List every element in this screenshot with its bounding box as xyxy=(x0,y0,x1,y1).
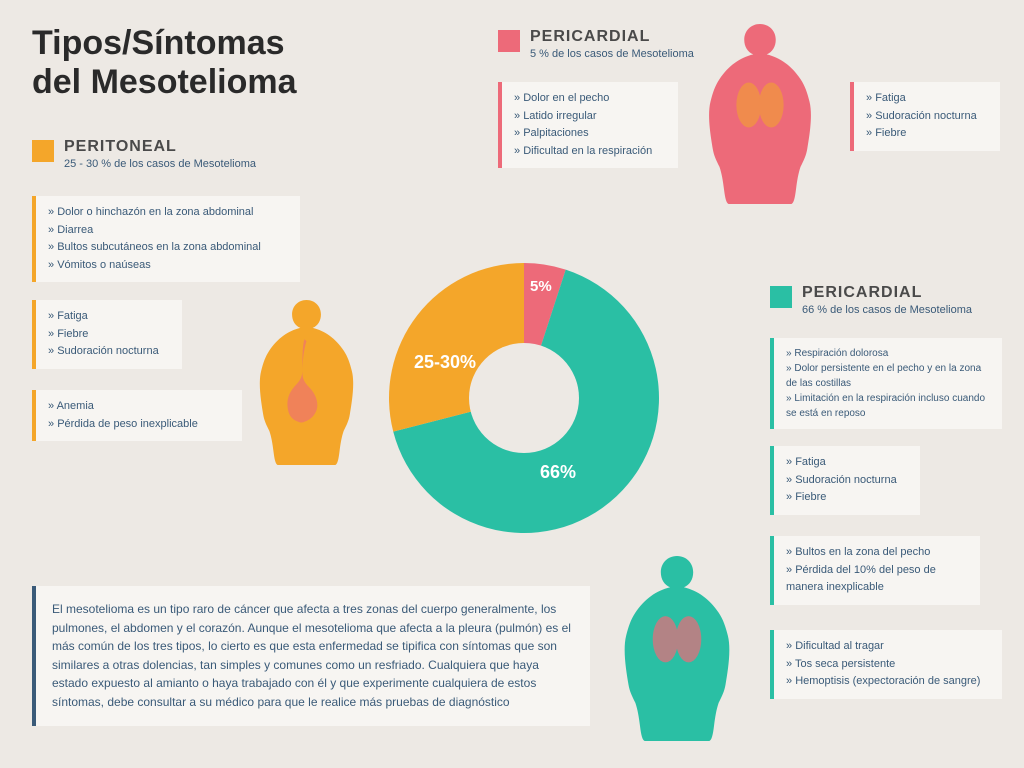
symptom-item: Fiebre xyxy=(48,326,168,344)
pericardial-right-torso-icon xyxy=(618,556,736,741)
peritoneal-sub: 25 - 30 % de los casos de Mesotelioma xyxy=(64,158,256,170)
pericardial-top-header: PERICARDIAL 5 % de los casos de Mesoteli… xyxy=(498,28,694,60)
pericardial-top-symptoms-1: Dolor en el pechoLatido irregularPalpita… xyxy=(498,82,678,168)
pericardial-right-header: PERICARDIAL 66 % de los casos de Mesotel… xyxy=(770,284,972,316)
pericardial-right-symptoms-1: Respiración dolorosaDolor persistente en… xyxy=(770,338,1002,429)
donut-chart xyxy=(384,258,664,538)
description-text: El mesotelioma es un tipo raro de cáncer… xyxy=(52,602,571,709)
symptom-item: Dolor en el pecho xyxy=(514,90,664,108)
symptom-item: Latido irregular xyxy=(514,108,664,126)
symptom-item: Hemoptisis (expectoración de sangre) xyxy=(786,673,988,691)
symptom-item: Dificultad al tragar xyxy=(786,638,988,656)
symptom-item: Respiración dolorosa xyxy=(786,346,988,361)
symptom-item: Pérdida de peso inexplicable xyxy=(48,416,228,434)
symptom-item: Palpitaciones xyxy=(514,125,664,143)
pericardial-right-symptoms-2: FatigaSudoración nocturnaFiebre xyxy=(770,446,920,515)
description-box: El mesotelioma es un tipo raro de cáncer… xyxy=(32,586,590,726)
symptom-item: Vómitos o naúseas xyxy=(48,257,286,275)
pericardial-top-swatch xyxy=(498,30,520,52)
symptom-item: Fiebre xyxy=(786,489,906,507)
symptom-item: Pérdida del 10% del peso de manera inexp… xyxy=(786,562,966,597)
title-line-2: del Mesotelioma xyxy=(32,63,297,101)
pericardial-right-symptoms-3: Bultos en la zona del pechoPérdida del 1… xyxy=(770,536,980,605)
pericardial-top-sub: 5 % de los casos de Mesotelioma xyxy=(530,48,694,60)
symptom-item: Bultos en la zona del pecho xyxy=(786,544,966,562)
symptom-item: Dolor persistente en el pecho y en la zo… xyxy=(786,361,988,391)
pericardial-top-symptoms-2: FatigaSudoración nocturnaFiebre xyxy=(850,82,1000,151)
symptom-item: Fatiga xyxy=(866,90,986,108)
symptom-item: Fatiga xyxy=(786,454,906,472)
peritoneal-symptoms-3: AnemiaPérdida de peso inexplicable xyxy=(32,390,242,441)
pericardial-right-sub: 66 % de los casos de Mesotelioma xyxy=(802,304,972,316)
symptom-item: Fiebre xyxy=(866,125,986,143)
symptom-item: Diarrea xyxy=(48,222,286,240)
donut-label-2530: 25-30% xyxy=(414,352,476,373)
pericardial-right-swatch xyxy=(770,286,792,308)
peritoneal-header: PERITONEAL 25 - 30 % de los casos de Mes… xyxy=(32,138,256,170)
symptom-item: Fatiga xyxy=(48,308,168,326)
peritoneal-title: PERITONEAL xyxy=(64,138,256,156)
page-title: Tipos/Síntomas del Mesotelioma xyxy=(32,24,297,102)
peritoneal-swatch xyxy=(32,140,54,162)
symptom-item: Dificultad en la respiración xyxy=(514,143,664,161)
symptom-item: Anemia xyxy=(48,398,228,416)
pericardial-top-title: PERICARDIAL xyxy=(530,28,694,46)
symptom-item: Tos seca persistente xyxy=(786,656,988,674)
donut-label-5: 5% xyxy=(530,278,552,295)
symptom-item: Dolor o hinchazón en la zona abdominal xyxy=(48,204,286,222)
peritoneal-symptoms-2: FatigaFiebreSudoración nocturna xyxy=(32,300,182,369)
symptom-item: Sudoración nocturna xyxy=(48,343,168,361)
pericardial-right-symptoms-4: Dificultad al tragarTos seca persistente… xyxy=(770,630,1002,699)
symptom-item: Sudoración nocturna xyxy=(786,472,906,490)
donut-label-66: 66% xyxy=(540,462,576,483)
pericardial-top-torso-icon xyxy=(700,24,820,204)
symptom-item: Limitación en la respiración incluso cua… xyxy=(786,391,988,421)
peritoneal-symptoms-1: Dolor o hinchazón en la zona abdominalDi… xyxy=(32,196,300,282)
symptom-item: Bultos subcutáneos en la zona abdominal xyxy=(48,239,286,257)
symptom-item: Sudoración nocturna xyxy=(866,108,986,126)
peritoneal-torso-icon xyxy=(254,300,359,465)
title-line-1: Tipos/Síntomas xyxy=(32,24,285,62)
pericardial-right-title: PERICARDIAL xyxy=(802,284,972,302)
